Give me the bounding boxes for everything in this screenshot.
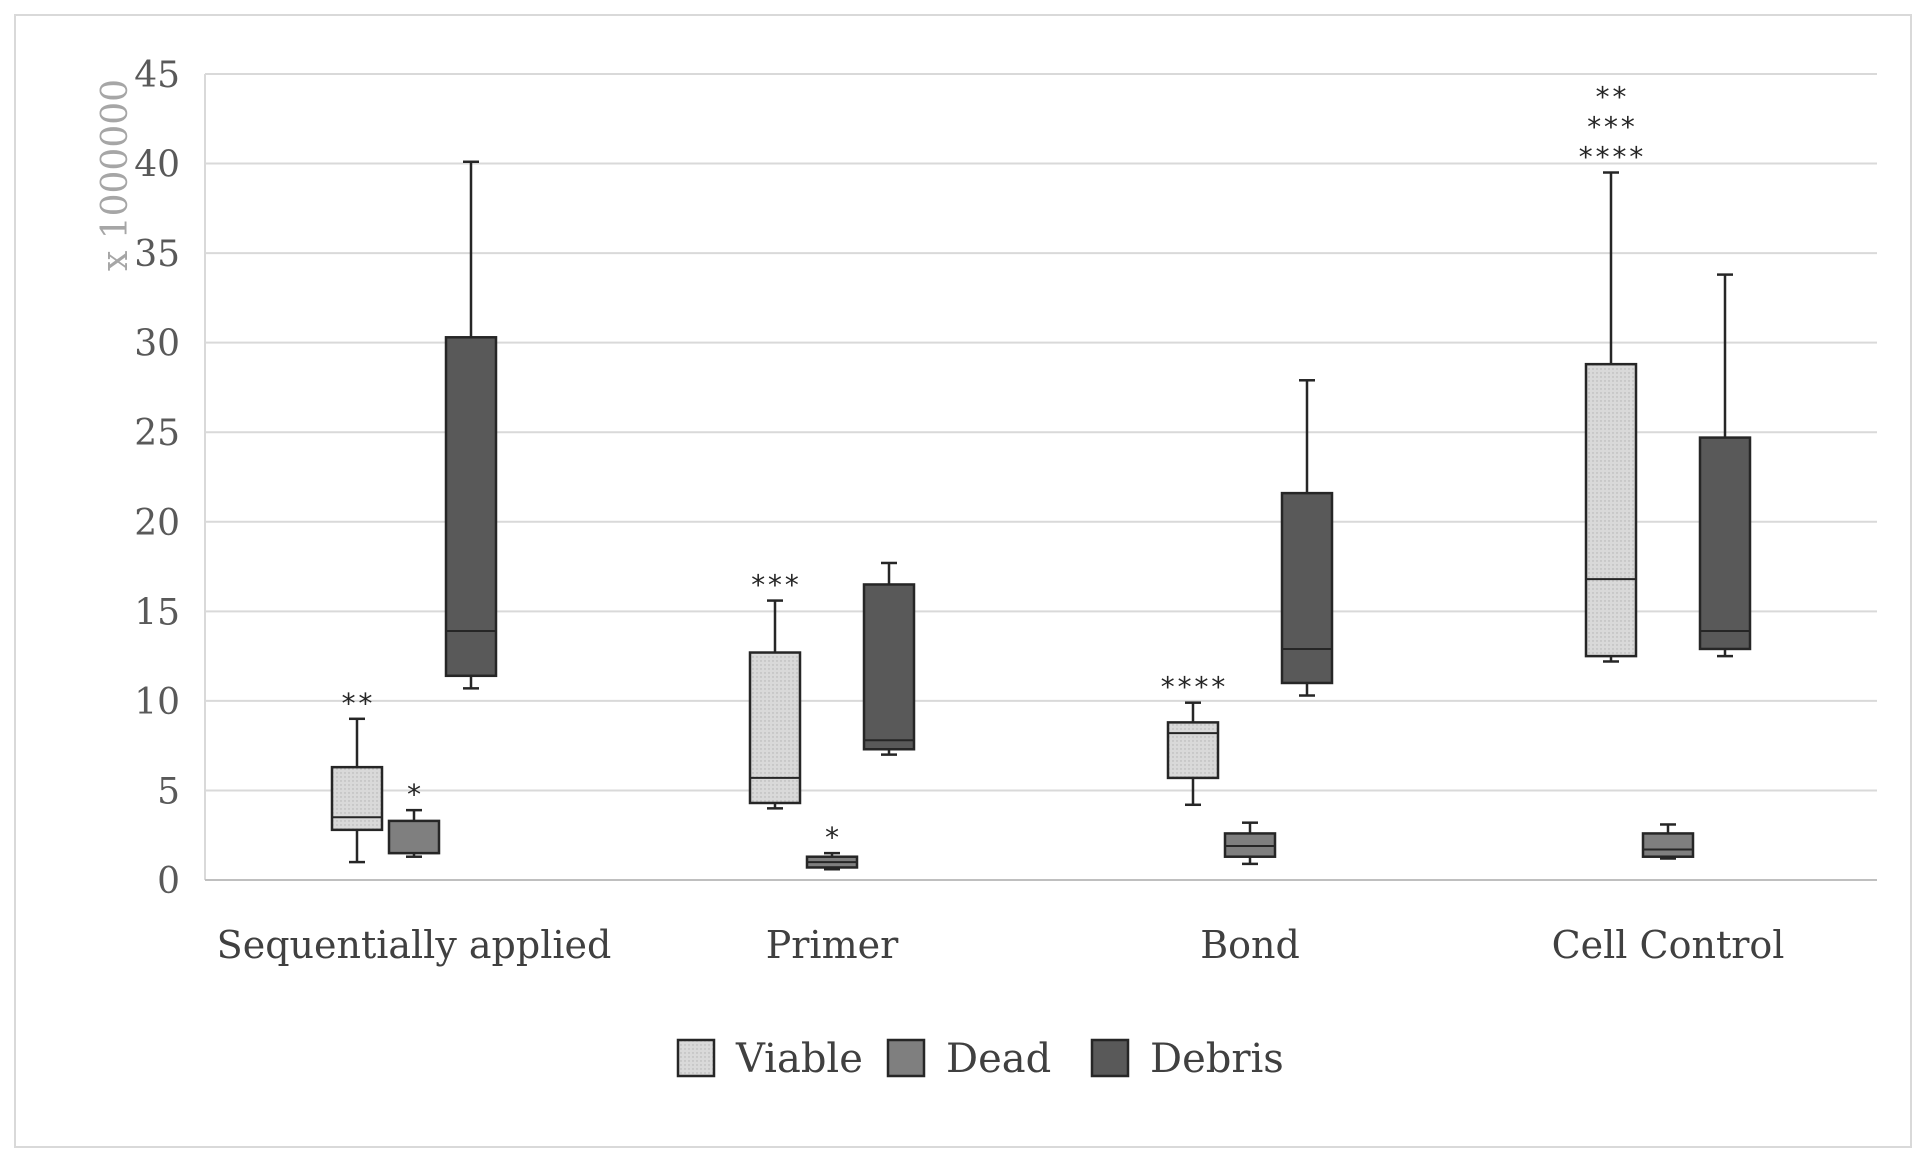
box-dead <box>1223 821 1277 866</box>
iqr-box <box>1641 832 1695 858</box>
iqr-box <box>1166 721 1220 780</box>
iqr-box <box>444 336 498 678</box>
iqr-box <box>748 651 802 805</box>
significance-label: * <box>406 778 423 811</box>
significance-label: **** <box>1577 141 1644 174</box>
legend-label-dead: Dead <box>946 1036 1051 1082</box>
y-tick-label: 10 <box>134 682 180 723</box>
category-label: Bond <box>1200 923 1300 967</box>
significance-label: *** <box>750 569 801 602</box>
y-tick-label: 30 <box>134 324 180 365</box>
y-tick-label: 15 <box>134 592 180 633</box>
box-viable <box>748 599 802 810</box>
significance-label: ** <box>1594 81 1628 114</box>
iqr-box <box>862 583 916 751</box>
category-label: Primer <box>766 923 899 967</box>
iqr-box <box>1280 491 1334 685</box>
significance-label: **** <box>1159 671 1226 704</box>
y-tick-label: 20 <box>134 503 180 544</box>
box-dead <box>387 808 441 858</box>
y-axis-unit-label: x 1000000 <box>95 79 136 271</box>
legend-label-debris: Debris <box>1150 1036 1284 1082</box>
category-label: Sequentially applied <box>217 923 612 967</box>
iqr-box <box>1698 436 1752 651</box>
box-series <box>330 160 1752 871</box>
y-tick-label: 25 <box>134 413 180 454</box>
significance-label: *** <box>1586 111 1637 144</box>
y-tick-label: 0 <box>157 861 180 902</box>
category-label: Cell Control <box>1552 923 1785 967</box>
box-debris <box>862 561 916 756</box>
y-tick-label: 40 <box>134 145 180 186</box>
iqr-box <box>387 819 441 855</box>
legend-swatch-viable <box>676 1038 716 1078</box>
legend: Viable Dead Debris <box>676 1036 1284 1082</box>
box-viable <box>330 717 384 864</box>
box-viable <box>1584 171 1638 663</box>
box-dead <box>1641 823 1695 860</box>
y-tick-label: 35 <box>134 234 180 275</box>
iqr-box <box>1584 362 1638 658</box>
iqr-box <box>330 765 384 832</box>
significance-annotations: ******************** <box>340 81 1645 855</box>
significance-label: * <box>824 821 841 854</box>
box-debris <box>1280 379 1334 697</box>
legend-swatch-dead <box>886 1038 926 1078</box>
axes: 0 5 10 15 20 25 30 35 40 45x 1000000 Sequentially … <box>95 55 1877 967</box>
legend-swatch-debris <box>1090 1038 1130 1078</box>
box-viable <box>1166 701 1220 807</box>
box-dead <box>805 851 859 871</box>
significance-label: ** <box>340 687 374 720</box>
box-debris <box>444 160 498 690</box>
box-debris <box>1698 273 1752 658</box>
y-tick-label: 45 <box>134 55 180 96</box>
legend-label-viable: Viable <box>735 1036 863 1082</box>
y-tick-label: 5 <box>157 771 180 812</box>
